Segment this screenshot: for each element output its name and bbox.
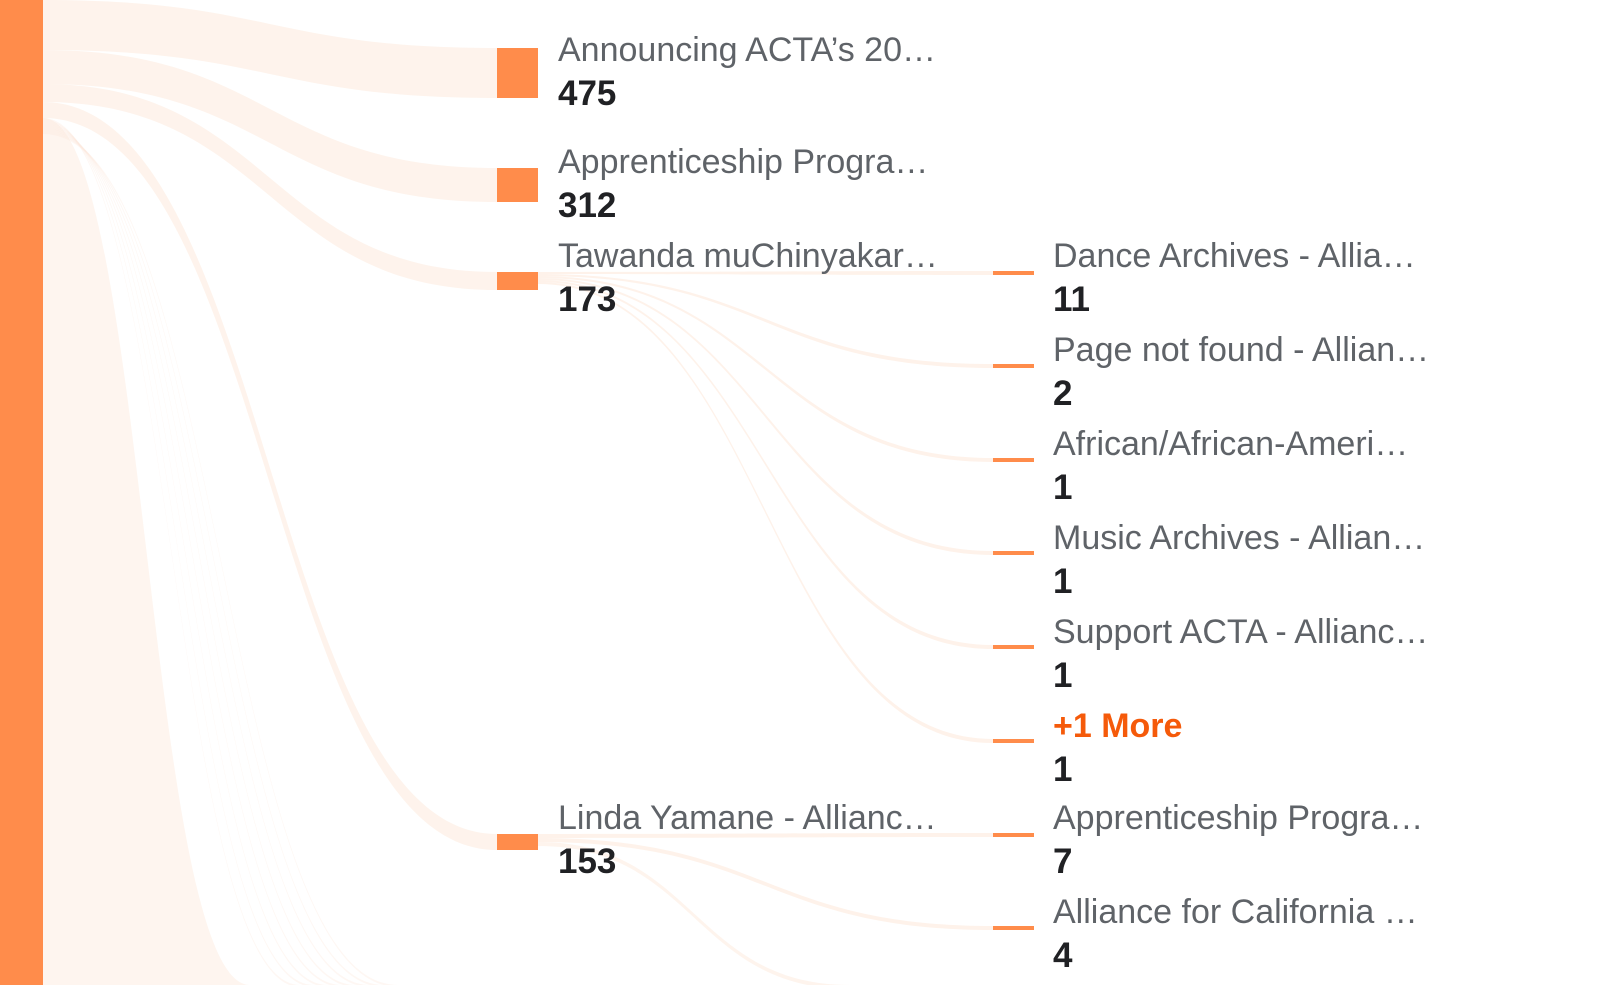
flow-linda-0 xyxy=(538,833,993,838)
node-label-support-acta[interactable]: Support ACTA - Allianc… xyxy=(1053,613,1429,651)
node-bar-apprenticeship[interactable] xyxy=(497,168,538,202)
flow-linda-1 xyxy=(538,838,993,930)
node-label-music-archives[interactable]: Music Archives - Allian… xyxy=(1053,519,1426,557)
flow-tawanda-5 xyxy=(538,282,993,743)
node-bar-page-not-found[interactable] xyxy=(993,364,1034,368)
node-bar-announcing[interactable] xyxy=(497,48,538,98)
node-label-african-american[interactable]: African/African-Ameri… xyxy=(1053,425,1409,463)
node-label-dance-archives[interactable]: Dance Archives - Allia… xyxy=(1053,237,1416,275)
node-bar-linda[interactable] xyxy=(497,834,538,850)
node-label-alliance-california[interactable]: Alliance for California … xyxy=(1053,893,1418,931)
flow-tawanda-1 xyxy=(538,274,993,368)
node-label-apprenticeship-2[interactable]: Apprenticeship Progra… xyxy=(1053,799,1424,837)
flow-linda xyxy=(43,102,497,850)
node-value-apprenticeship-2: 7 xyxy=(1053,842,1073,881)
node-label-page-not-found[interactable]: Page not found - Allian… xyxy=(1053,331,1430,369)
node-bar-tawanda[interactable] xyxy=(497,272,538,290)
flow-thin-3 xyxy=(43,124,342,985)
node-value-support-acta: 1 xyxy=(1053,656,1073,695)
flow-thin-2 xyxy=(43,122,328,985)
node-label-apprenticeship[interactable]: Apprenticeship Progra… xyxy=(558,143,929,181)
node-value-tawanda: 173 xyxy=(558,280,617,319)
flow-thin-1 xyxy=(43,120,314,985)
node-value-announcing: 475 xyxy=(558,74,617,113)
node-label-announcing[interactable]: Announcing ACTA’s 20… xyxy=(558,31,937,69)
flow-linda-2 xyxy=(538,842,850,985)
flow-thin-5 xyxy=(43,128,370,985)
node-label-linda[interactable]: Linda Yamane - Allianc… xyxy=(558,799,937,837)
flow-tawanda xyxy=(43,84,497,290)
node-value-african-american: 1 xyxy=(1053,468,1073,507)
node-value-alliance-california: 4 xyxy=(1053,936,1073,975)
flow-exit xyxy=(43,118,250,985)
root-node-bar[interactable] xyxy=(0,0,43,985)
flow-thin-4 xyxy=(43,126,356,985)
node-value-dance-archives: 11 xyxy=(1053,280,1090,319)
flow-thin-0 xyxy=(43,118,300,985)
node-value-linda: 153 xyxy=(558,842,617,881)
flow-announcing xyxy=(43,0,497,98)
flow-thin-6 xyxy=(43,130,384,985)
node-bar-music-archives[interactable] xyxy=(993,551,1034,555)
node-bar-african-american[interactable] xyxy=(993,458,1034,462)
node-value-more: 1 xyxy=(1053,750,1073,789)
flow-tawanda-3 xyxy=(538,278,993,555)
flow-tawanda-4 xyxy=(538,280,993,649)
flow-tawanda-0 xyxy=(538,271,993,275)
flow-tawanda-2 xyxy=(538,276,993,462)
flow-apprenticeship xyxy=(43,50,497,202)
more-link[interactable]: +1 More xyxy=(1053,707,1183,745)
node-bar-support-acta[interactable] xyxy=(993,645,1034,649)
node-bar-dance-archives[interactable] xyxy=(993,271,1034,275)
node-label-tawanda[interactable]: Tawanda muChinyakar… xyxy=(558,237,938,275)
node-bar-more[interactable] xyxy=(993,739,1034,743)
node-value-page-not-found: 2 xyxy=(1053,374,1073,413)
node-value-apprenticeship: 312 xyxy=(558,186,617,225)
node-bar-apprenticeship-2[interactable] xyxy=(993,833,1034,837)
node-value-music-archives: 1 xyxy=(1053,562,1073,601)
flow-thin-7 xyxy=(43,132,398,985)
node-bar-alliance-california[interactable] xyxy=(993,926,1034,930)
